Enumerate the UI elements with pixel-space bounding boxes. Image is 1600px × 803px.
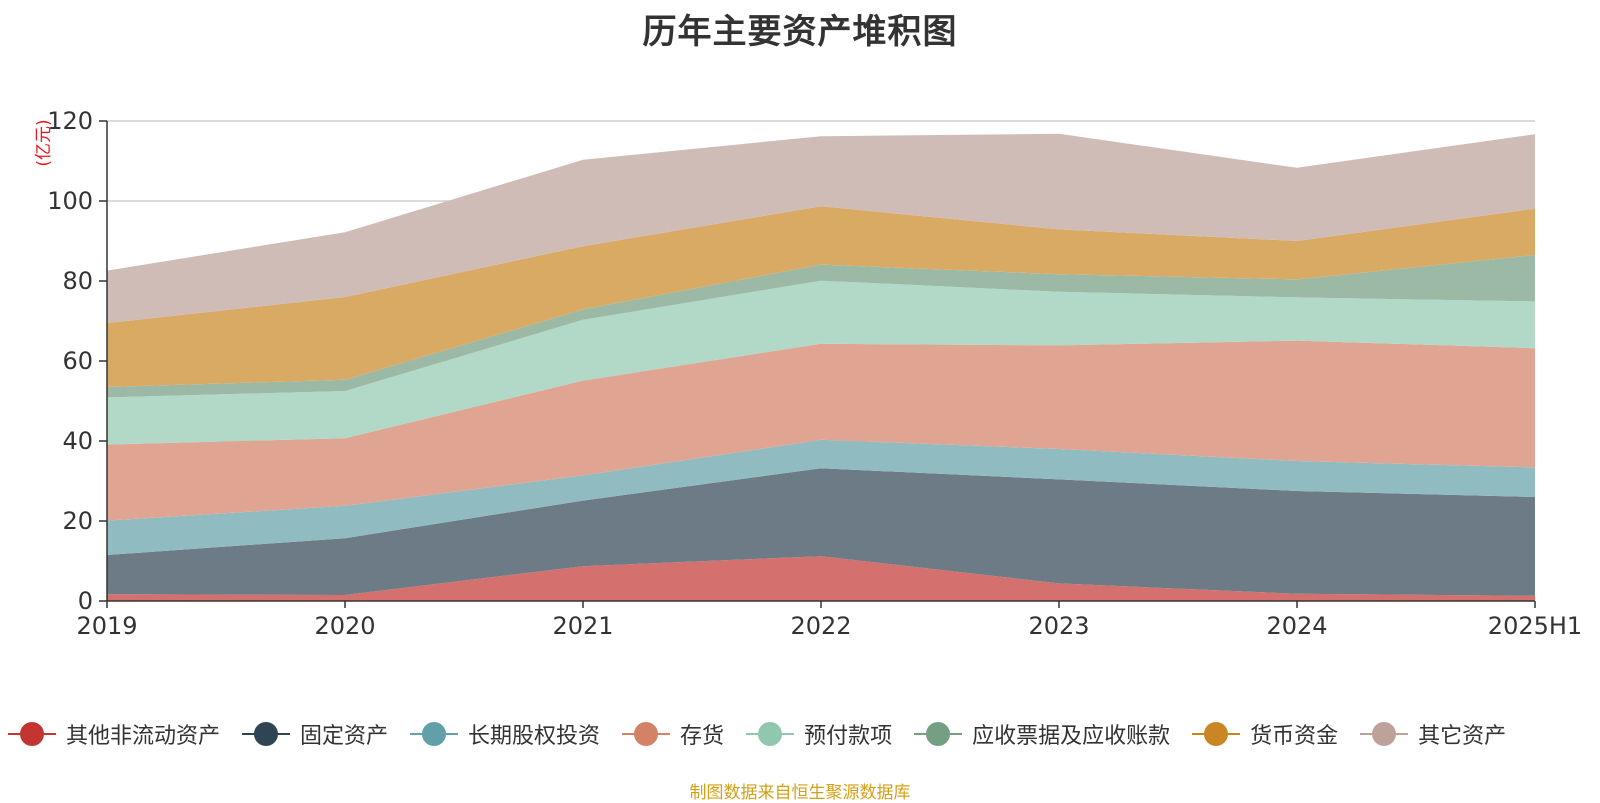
legend-marker-icon [242, 721, 291, 747]
y-tick-label: 100 [47, 187, 93, 215]
x-tick-label: 2022 [790, 612, 851, 640]
legend-dot [1372, 722, 1397, 746]
y-axis-unit-label: (亿元) [34, 119, 54, 166]
y-tick-label: 0 [78, 587, 93, 615]
legend-label: 应收票据及应收账款 [972, 724, 1171, 749]
legend-dot [422, 722, 447, 746]
area-series-2 [107, 439, 1535, 555]
legend-marker-icon [8, 721, 56, 747]
chart-legend: 其他非流动资产 固定资产 长期股权投资 存货 预付款项 应收票据及应收账款 货币资金 其它资产 [8, 718, 1600, 750]
y-tick-label: 20 [62, 507, 93, 535]
legend-item[interactable]: 存货 [622, 718, 724, 750]
legend-dot [254, 722, 279, 746]
axes: 0 20 40 60 80 100 120 2019 2020 2021 2022 2023 2024 2… [47, 107, 1582, 640]
legend-marker-icon [622, 721, 671, 747]
legend-item[interactable]: 长期股权投资 [410, 718, 600, 750]
legend-item[interactable]: 货币资金 [1192, 718, 1338, 750]
legend-item[interactable]: 应收票据及应收账款 [914, 718, 1170, 750]
legend-label: 预付款项 [804, 724, 893, 749]
y-tick-label: 120 [47, 107, 93, 135]
legend-dot [1204, 722, 1229, 746]
legend-marker-icon [1360, 721, 1409, 747]
legend-label: 其他非流动资产 [66, 724, 221, 749]
area-series-7 [107, 133, 1535, 323]
legend-label: 其它资产 [1418, 724, 1507, 749]
y-tick-label: 40 [62, 427, 93, 455]
chart-title: 历年主要资产堆积图 [642, 12, 958, 52]
legend-marker-icon [410, 721, 459, 747]
area-series-5 [107, 255, 1535, 398]
legend-item[interactable]: 预付款项 [746, 718, 892, 750]
x-tick-label: 2024 [1266, 612, 1327, 640]
x-tick-label: 2023 [1028, 612, 1089, 640]
source-note: 制图数据来自恒生聚源数据库 [689, 783, 911, 803]
area-series-6 [107, 206, 1535, 387]
x-tick-label: 2019 [76, 612, 137, 640]
area-series-1 [107, 468, 1535, 596]
area-series-3 [107, 340, 1535, 521]
legend-label: 固定资产 [300, 724, 389, 749]
x-tick-label: 2021 [552, 612, 613, 640]
area-series-4 [107, 280, 1535, 445]
legend-label: 长期股权投资 [468, 724, 601, 749]
y-tick-label: 60 [62, 347, 93, 375]
legend-item[interactable]: 其它资产 [1360, 718, 1506, 750]
legend-item[interactable]: 固定资产 [242, 718, 388, 750]
area-series [107, 133, 1535, 601]
legend-marker-icon [1192, 721, 1241, 747]
legend-marker-icon [914, 721, 963, 747]
x-tick-label: 2020 [314, 612, 375, 640]
legend-dot [758, 722, 783, 746]
legend-dot [634, 722, 659, 746]
stacked-area-chart: 0 20 40 60 80 100 120 2019 2020 2021 2022 2023 2024 2… [34, 107, 1582, 640]
x-tick-label: 2025H1 [1488, 612, 1582, 640]
y-tick-label: 80 [62, 267, 93, 295]
legend-dot [926, 722, 951, 746]
area-series-0 [107, 556, 1535, 601]
legend-dot [20, 722, 44, 746]
legend-label: 存货 [680, 724, 725, 749]
legend-label: 货币资金 [1250, 724, 1339, 749]
legend-marker-icon [746, 721, 795, 747]
legend-item[interactable]: 其他非流动资产 [8, 718, 220, 750]
